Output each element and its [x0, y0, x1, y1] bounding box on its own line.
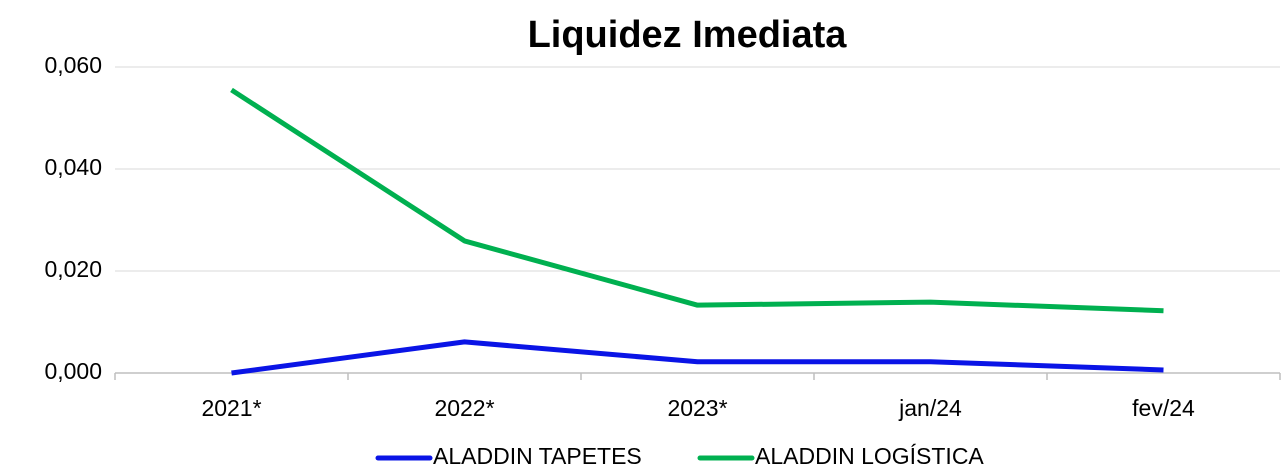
x-tick-label: 2021* — [201, 395, 261, 421]
x-tick-label: 2023* — [667, 395, 727, 421]
legend-label: ALADDIN LOGÍSTICA — [755, 443, 984, 469]
y-tick-label: 0,000 — [44, 358, 102, 384]
series-line — [230, 87, 1164, 314]
chart-title: Liquidez Imediata — [528, 14, 848, 56]
x-tick-label: fev/24 — [1132, 395, 1195, 421]
x-tick-label: jan/24 — [898, 395, 962, 421]
legend-label: ALADDIN TAPETES — [433, 443, 642, 469]
y-tick-label: 0,060 — [44, 52, 102, 78]
y-tick-label: 0,020 — [44, 256, 102, 282]
y-tick-label: 0,040 — [44, 154, 102, 180]
x-tick-label: 2022* — [434, 395, 494, 421]
series-line — [231, 339, 1164, 376]
